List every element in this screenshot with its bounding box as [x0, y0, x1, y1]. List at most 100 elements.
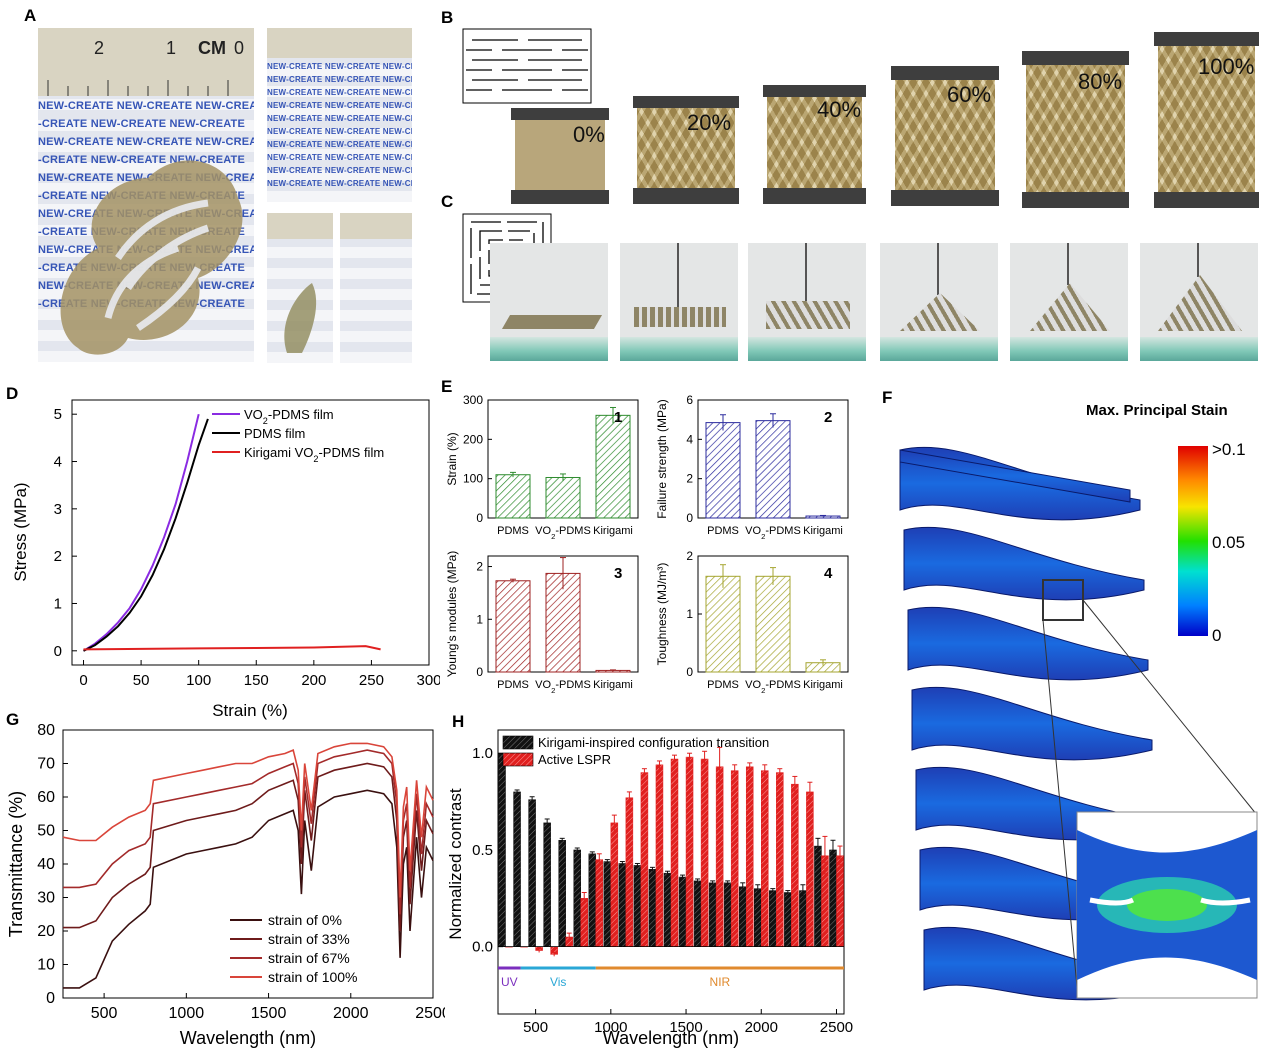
chart-h-legend-swatch: [502, 735, 534, 750]
chart-e-category-label: PDMS: [497, 525, 529, 537]
chart-h-ytick-label: 1.0: [472, 745, 493, 762]
chart-h-bar: [573, 849, 581, 947]
panel-label-h: H: [452, 712, 465, 731]
chart-d-legend-label: Kirigami VO2-PDMS film: [244, 445, 384, 464]
chart-h-frame: [497, 729, 845, 1015]
chart-e-ytick-label: 0: [686, 511, 693, 525]
chart-d-xtick-label: 150: [244, 672, 269, 689]
chart-e-category-label: PDMS: [707, 679, 739, 691]
chart-h-bar: [558, 840, 566, 947]
popup-photo-5: [1010, 243, 1128, 361]
chart-d-frame: [71, 399, 430, 666]
chart-e-category-label: PDMS: [497, 679, 529, 691]
chart-e-category-label: Kirigami: [803, 679, 843, 691]
chart-d-xtick-label: 200: [301, 672, 326, 689]
fem-colorbar: [1178, 446, 1208, 636]
chart-e-bar: [755, 420, 791, 519]
chart-e-ylabel: Toughness (MJ/m³): [655, 563, 669, 666]
stretch-photo-60: 60%: [891, 66, 999, 206]
chart-g-xtick-label: 1500: [251, 1005, 287, 1022]
chart-h-bar: [663, 872, 672, 947]
chart-h-bar: [678, 876, 687, 947]
chart-d-ytick-label: 3: [54, 501, 62, 518]
chart-h-legend-label: Active LSPR: [538, 752, 611, 767]
chart-e-ytick-label: 0: [476, 665, 483, 679]
chart-h-bar: [761, 770, 769, 947]
chart-h-bar: [769, 890, 777, 947]
chart-h-ytick-label: 0.5: [472, 842, 493, 859]
chart-h-bar: [730, 770, 739, 947]
chart-g-ylabel: Transmittance (%): [6, 791, 26, 937]
chart-h-band-label: UV: [501, 975, 518, 989]
chart-d-xtick-label: 50: [133, 672, 150, 689]
chart-e-category-label: Kirigami: [593, 679, 633, 691]
panel-label-d: D: [6, 384, 19, 403]
chart-h-bar: [580, 898, 588, 947]
fem-zoom-inset: [1076, 811, 1258, 999]
chart-h-band-label: NIR: [710, 975, 731, 989]
panel-label-b: B: [441, 8, 454, 27]
chart-d-xlabel: Strain (%): [212, 701, 288, 720]
strain-label-100: 100%: [1198, 54, 1255, 79]
panel-a-main-photo: 2 1 CM 0 NEW-CREATE NEW-CREATE NEW-CREATE -…: [38, 28, 254, 362]
chart-h-bar: [625, 797, 634, 947]
chart-d-xtick-label: 300: [416, 672, 440, 689]
chart-h-xtick-label: 2000: [745, 1019, 778, 1036]
fem-mesh-strip: [903, 526, 1145, 601]
chart-e-bar: [495, 474, 531, 519]
stretch-photo-100: 100%: [1154, 32, 1259, 208]
popup-photo-3: [748, 243, 866, 361]
chart-h-ylabel: Normalized contrast: [446, 788, 465, 939]
chart-e-ytick-label: 2: [476, 560, 483, 574]
panel-a-bottom-photo-2: [340, 213, 412, 363]
chart-e-category-label: PDMS: [707, 525, 739, 537]
chart-h-bar: [784, 892, 792, 947]
chart-e2: 0 2 4 6 PDMS VO2-PDMS Kirigami 2 Failure strengt…: [655, 393, 849, 541]
chart-e-bar: [545, 476, 581, 519]
ruler: 2 1 CM 0: [38, 28, 254, 96]
chart-g-legend-label: strain of 100%: [268, 969, 358, 985]
chart-h-bar: [648, 869, 657, 947]
chart-h-bar: [745, 766, 754, 947]
chart-g-ytick-label: 80: [37, 722, 55, 739]
chart-g-ytick-label: 40: [37, 856, 55, 873]
chart-e3: 0 1 2 PDMS VO2-PDMS Kirigami 3 Young's modules …: [445, 551, 639, 695]
strain-label-60: 60%: [947, 82, 992, 107]
chart-d-ylabel: Stress (MPa): [11, 482, 30, 581]
fem-simulation: [899, 446, 1258, 1001]
chart-g-series-line: [62, 742, 434, 898]
chart-h-ytick-label: 0.0: [472, 939, 493, 956]
chart-g-legend-label: strain of 67%: [268, 950, 350, 966]
chart-h-bar: [708, 882, 717, 947]
fem-colorbar-max: >0.1: [1212, 440, 1246, 459]
chart-e-ytick-label: 300: [463, 393, 483, 407]
stretch-photo-20: 20%: [633, 96, 739, 204]
chart-e-ytick-label: 0: [476, 511, 483, 525]
popup-photo-6: [1140, 243, 1258, 361]
chart-h: UV Vis NIR 500 1000 1500 2000 2500 0.0 0.5 1.0 Ki…: [446, 729, 853, 1048]
chart-e-panel-number: 3: [614, 565, 622, 582]
chart-e-bar: [595, 414, 631, 519]
chart-h-bar: [723, 882, 732, 947]
chart-h-bar: [791, 783, 799, 947]
chart-g-series-line: [63, 749, 434, 915]
chart-h-bar: [595, 859, 604, 947]
chart-d-ytick-label: 2: [54, 548, 62, 565]
chart-e1: 0 100 200 300 PDMS VO2-PDMS Kirigami 1 Strain (%…: [445, 393, 639, 541]
chart-h-bar: [603, 861, 612, 947]
chart-g-ytick-label: 20: [37, 923, 55, 940]
chart-e-panel-number: 4: [824, 565, 833, 582]
chart-e-category-label: Kirigami: [803, 525, 843, 537]
chart-d-ytick-label: 4: [54, 454, 62, 471]
chart-h-xtick-label: 1000: [594, 1019, 627, 1036]
chart-e-bar: [755, 575, 791, 673]
chart-d-series-line: [83, 418, 209, 652]
fem-top-bar: [899, 449, 1131, 503]
chart-g-xtick-label: 2000: [333, 1005, 369, 1022]
chart-h-bar: [618, 863, 627, 947]
chart-g: 500 1000 1500 2000 2500 0 10 20 30 40 50 60 70 80 str…: [6, 722, 445, 1048]
chart-e-ytick-label: 0: [686, 665, 693, 679]
fem-colorbar-mid: 0.05: [1212, 533, 1246, 552]
chart-d-ytick-label: 0: [54, 643, 62, 660]
popup-photo-1: [490, 243, 608, 361]
